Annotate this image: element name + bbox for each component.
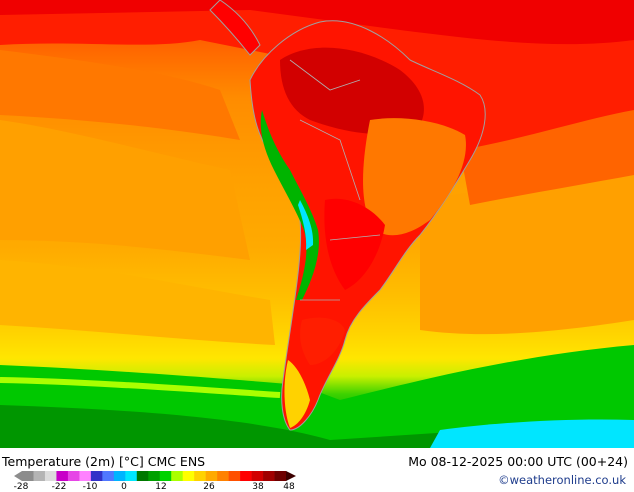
colorbar-swatch: [44, 471, 57, 481]
colorbar-swatch: [79, 471, 92, 481]
colorbar-swatch: [125, 471, 138, 481]
colorbar-swatch: [136, 471, 149, 481]
tick-label: -22: [51, 482, 67, 492]
tick-label: -28: [13, 482, 29, 492]
colorbar-cap-left: [14, 471, 22, 481]
colorbar-swatch: [148, 471, 161, 481]
andes-cool-strip: [260, 110, 319, 300]
colorbar-swatch: [171, 471, 183, 481]
colorbar-swatch: [194, 471, 206, 481]
tick-label: -10: [82, 482, 98, 492]
colorbar-swatch: [90, 471, 103, 481]
colorbar-swatch: [102, 471, 115, 481]
colorbar-swatch: [217, 471, 229, 481]
temperature-map: [0, 0, 634, 448]
credit-link[interactable]: ©weatheronline.co.uk: [498, 473, 626, 487]
colorbar-swatch: [240, 471, 252, 481]
colorbar-swatch: [33, 471, 46, 481]
tick-label: 26: [203, 482, 215, 492]
footer-bar: [0, 448, 634, 490]
colorbar-swatch: [67, 471, 80, 481]
colorbar-cap-right: [286, 471, 296, 481]
tick-label: 38: [252, 482, 264, 492]
map-title: Temperature (2m) [°C] CMC ENS: [2, 454, 206, 469]
valid-time-label: Mo 08-12-2025 00:00 UTC (00+24): [408, 454, 628, 469]
colorbar-swatch: [228, 471, 241, 481]
tick-label: 12: [155, 482, 167, 492]
tick-label: 0: [121, 482, 127, 492]
colorbar-swatch: [274, 471, 287, 481]
tick-label: 48: [283, 482, 295, 492]
temperature-colorbar: [14, 471, 296, 481]
colorbar-swatch: [56, 471, 69, 481]
colorbar-swatch: [251, 471, 264, 481]
colorbar-swatch: [159, 471, 172, 481]
colorbar-swatch: [22, 471, 34, 481]
colorbar-swatch: [113, 471, 126, 481]
colorbar-swatch: [182, 471, 195, 481]
colorbar-swatch: [263, 471, 275, 481]
colorbar-swatch: [205, 471, 218, 481]
